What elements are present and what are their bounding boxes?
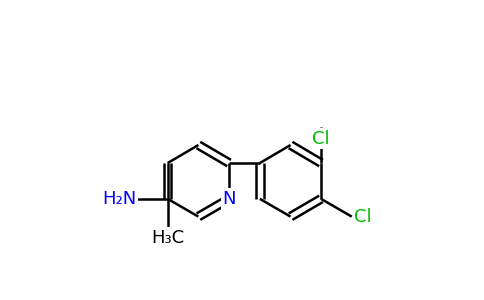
Text: H₃C: H₃C: [151, 229, 184, 247]
Text: N: N: [222, 190, 236, 208]
Text: Cl: Cl: [312, 130, 330, 148]
Text: H₂N: H₂N: [103, 190, 137, 208]
Text: Cl: Cl: [354, 208, 372, 226]
